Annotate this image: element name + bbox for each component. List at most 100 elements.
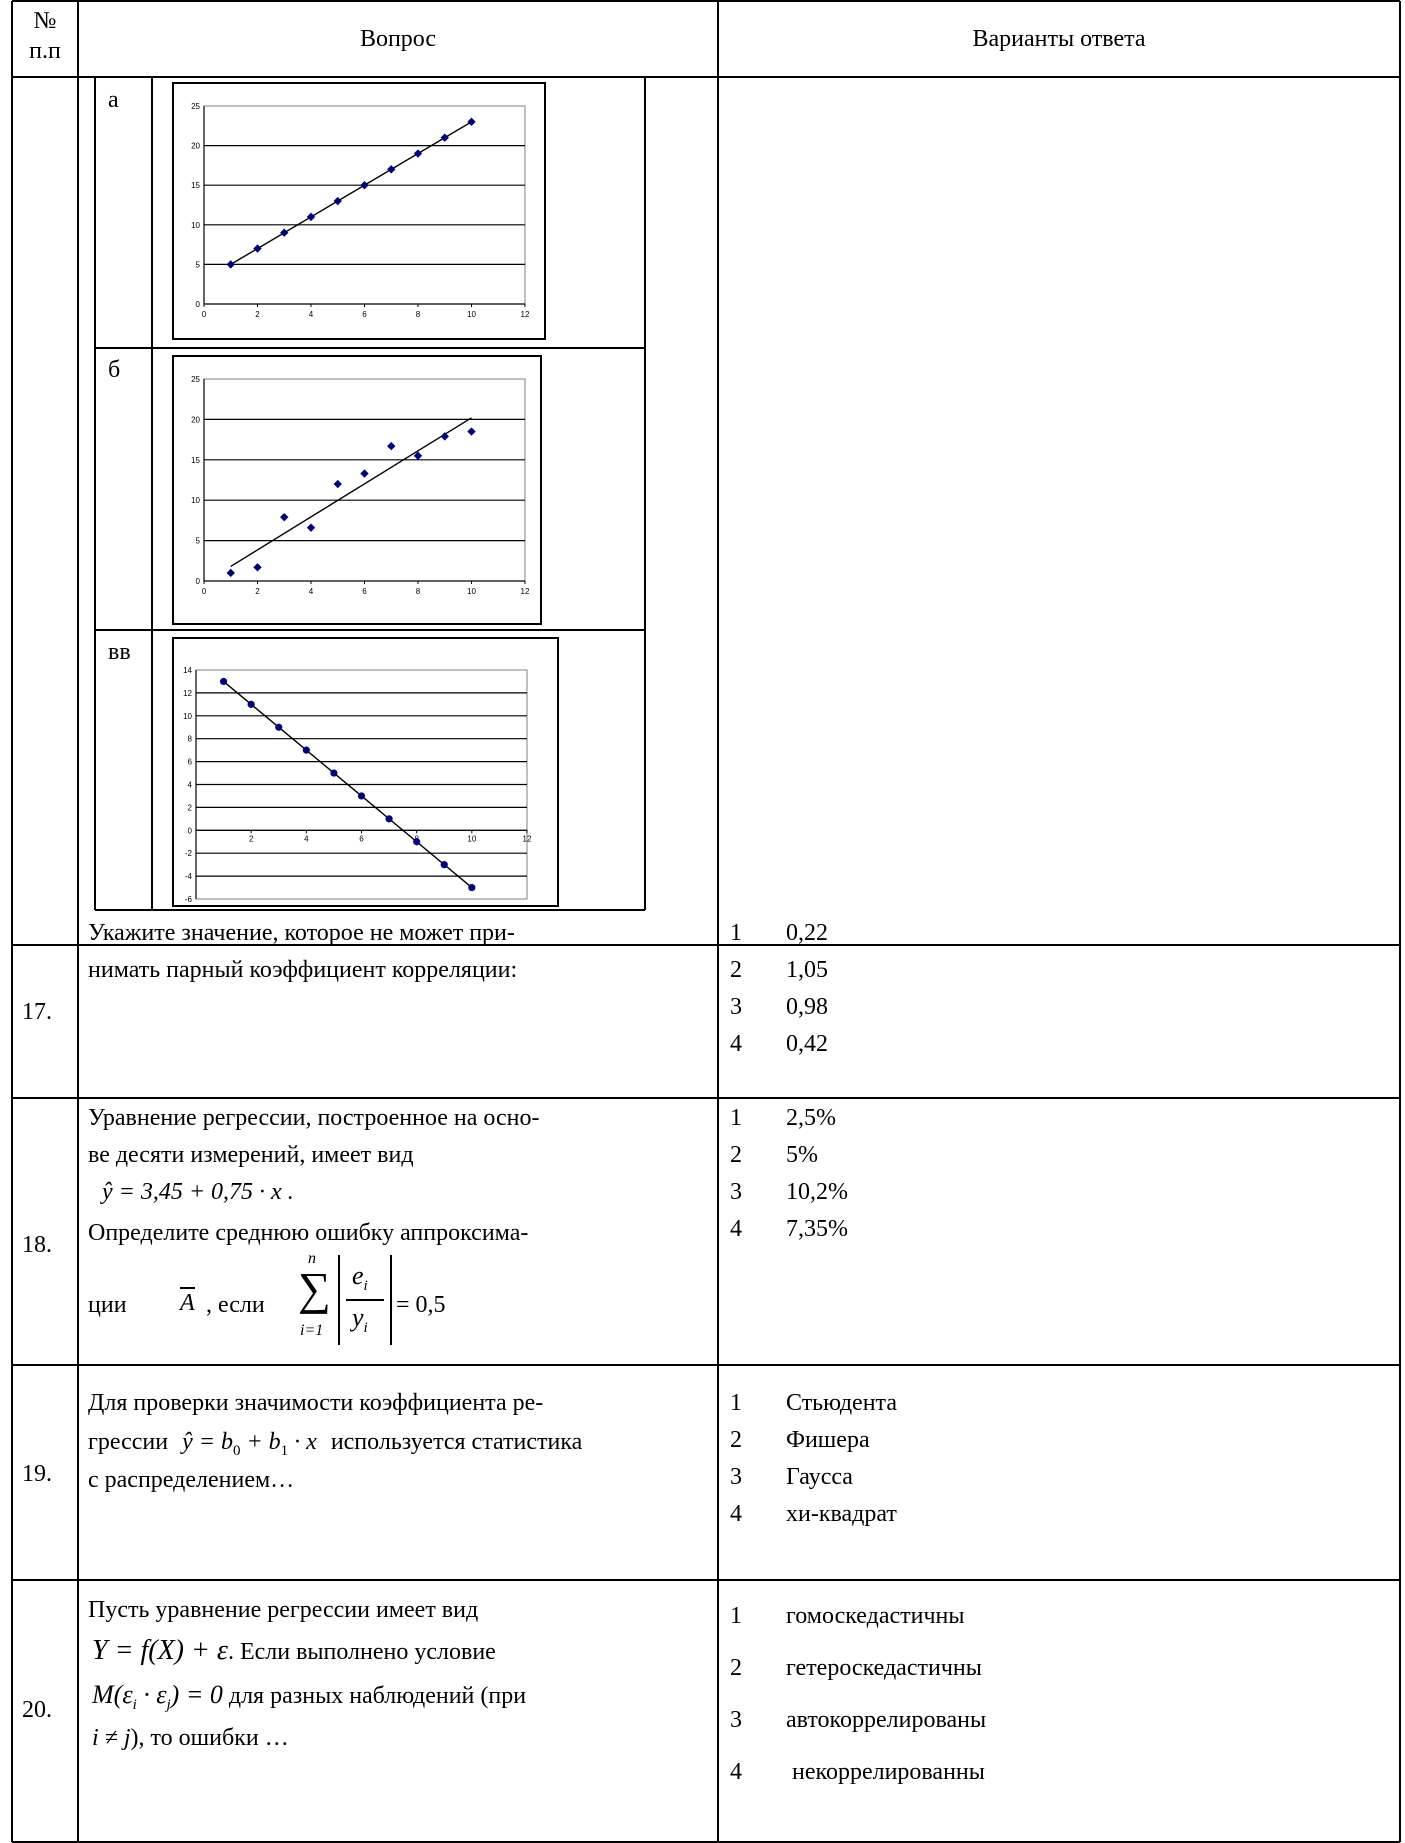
row-20-question-line4: i ≠ j), то ошибки … — [88, 1720, 289, 1757]
option-number: 4 — [730, 1031, 742, 1057]
row-18-question: Уравнение регрессии, построенное на осно… — [88, 1100, 539, 1252]
y-tick-label: 15 — [191, 456, 200, 465]
y-tick-label: 2 — [188, 803, 193, 812]
row-20-text-condition: . Если выполнено условие — [227, 1639, 496, 1665]
x-tick-label: 4 — [304, 834, 309, 843]
y-tick-label: -2 — [185, 849, 193, 858]
option-text: 2,5% — [786, 1105, 836, 1131]
option-text: 5% — [786, 1142, 818, 1168]
chart-frame — [172, 355, 542, 625]
y-tick-label: 20 — [191, 142, 200, 151]
option-number: 3 — [730, 994, 742, 1020]
data-point — [440, 432, 449, 441]
data-point — [275, 723, 283, 731]
y-tick-label: 25 — [191, 375, 200, 384]
y-tick-label: 14 — [183, 666, 192, 675]
eq-part-b: + b — [240, 1429, 281, 1455]
cond-b: · ε — [136, 1680, 167, 1709]
y-tick-label: 5 — [196, 537, 201, 546]
row-18-text-tsii: ции — [88, 1292, 127, 1318]
option-number: 2 — [730, 1142, 742, 1168]
sum-symbol-group: n ∑ i=1 — [296, 1250, 336, 1360]
x-tick-label: 12 — [523, 834, 532, 843]
row-19-question-line1: Для проверки значимости коэффициента ре- — [88, 1390, 544, 1416]
x-tick-label: 12 — [521, 310, 530, 319]
y-tick-label: -6 — [185, 895, 193, 904]
sum-icon: ∑ — [298, 1263, 331, 1314]
data-point — [219, 677, 228, 686]
option-text: хи-квадрат — [786, 1501, 897, 1527]
data-point — [387, 441, 396, 451]
data-point — [413, 149, 423, 158]
option-row20-2: 2 гетероскедастичны — [730, 1642, 986, 1694]
data-point — [330, 769, 338, 777]
x-tick-label: 10 — [467, 834, 476, 843]
option-row20-1: 1 гомоскедастичны — [730, 1590, 986, 1642]
row-20-question-line1: Пусть уравнение регрессии имеет вид — [88, 1597, 479, 1623]
chart-a: 0 5 10 15 20 25 0 2 4 6 8 10 12 — [172, 82, 546, 340]
option-number: 2 — [730, 1655, 742, 1681]
x-tick-label: 4 — [309, 310, 314, 319]
row-17-question-line1: Укажите значение, которое не может при- — [88, 920, 515, 946]
option-number: 4 — [730, 1501, 742, 1527]
option-row19-2: 2 Фишера — [730, 1422, 897, 1459]
option-number: 1 — [730, 1105, 742, 1131]
data-point — [467, 117, 476, 127]
data-point — [253, 244, 262, 253]
y-tick-label: 12 — [183, 689, 192, 698]
row-18-A: A — [180, 1290, 195, 1316]
cond-sub-j: j — [166, 1697, 171, 1714]
frac-den: yi — [352, 1303, 368, 1337]
y-tick-label: 25 — [191, 102, 200, 111]
option-number: 2 — [730, 957, 742, 983]
option-number: 1 — [730, 1390, 742, 1416]
data-point — [413, 838, 421, 846]
x-tick-label: 4 — [309, 587, 314, 596]
option-text: 0,98 — [786, 994, 828, 1020]
y-tick-label: 6 — [188, 758, 193, 767]
data-point — [467, 427, 476, 436]
row-20-options: 1 гомоскедастичны 2 гетероскедастичны 3 авт… — [730, 1590, 986, 1798]
option-text: 0,22 — [786, 920, 828, 946]
y-tick-label: 20 — [191, 415, 200, 424]
chart-frame — [172, 637, 559, 907]
row-20-text-observations: для разных наблюдений (при — [222, 1683, 527, 1709]
y-tick-label: 8 — [188, 735, 193, 744]
option-text: Гаусса — [786, 1464, 853, 1490]
eq-sub0: 0 — [232, 1442, 241, 1459]
x-tick-label: 2 — [255, 587, 260, 596]
frac-den-sub: i — [363, 1320, 368, 1337]
row-17-question-line2: нимать парный коэффициент корреляции: — [88, 957, 518, 983]
chart-label-b: б — [108, 357, 121, 383]
option-text: 10,2% — [786, 1179, 848, 1205]
x-tick-label: 8 — [416, 587, 421, 596]
frac-num: ei — [352, 1261, 368, 1295]
x-tick-label: 2 — [255, 310, 260, 319]
option-text: Фишера — [786, 1427, 870, 1453]
y-tick-label: 0 — [196, 577, 201, 586]
option-row17-4: 4 0,42 — [730, 1026, 828, 1063]
y-tick-label: 0 — [188, 826, 193, 835]
chart-c: -6-4-20246810121424681012 — [172, 637, 559, 907]
option-text: 7,35% — [786, 1216, 848, 1242]
eq-sub1: 1 — [280, 1442, 289, 1459]
data-point — [333, 196, 342, 206]
row-19-text-uses: используется статистика — [330, 1429, 583, 1455]
option-row18-1: 1 2,5% — [730, 1100, 848, 1137]
frac-num-sub: i — [363, 1278, 368, 1295]
row-18-number: 18. — [22, 1232, 52, 1258]
row-19-question-line3: с распределением… — [88, 1467, 295, 1493]
option-row20-3: 3 автокоррелированы — [730, 1694, 986, 1746]
x-tick-label: 0 — [202, 310, 207, 319]
cond-sub-i: i — [132, 1697, 137, 1714]
data-point — [360, 469, 369, 478]
option-number: 4 — [730, 1216, 742, 1242]
x-tick-label: 10 — [467, 310, 476, 319]
abs-fraction: ei yi — [338, 1255, 392, 1345]
x-tick-label: 6 — [362, 310, 367, 319]
option-row19-3: 3 Гаусса — [730, 1459, 897, 1496]
x-tick-label: 2 — [249, 834, 254, 843]
option-text: некоррелированны — [786, 1759, 985, 1785]
x-tick-label: 8 — [416, 310, 421, 319]
row-20-condition: M(εi · εj) = 0 — [92, 1680, 223, 1713]
